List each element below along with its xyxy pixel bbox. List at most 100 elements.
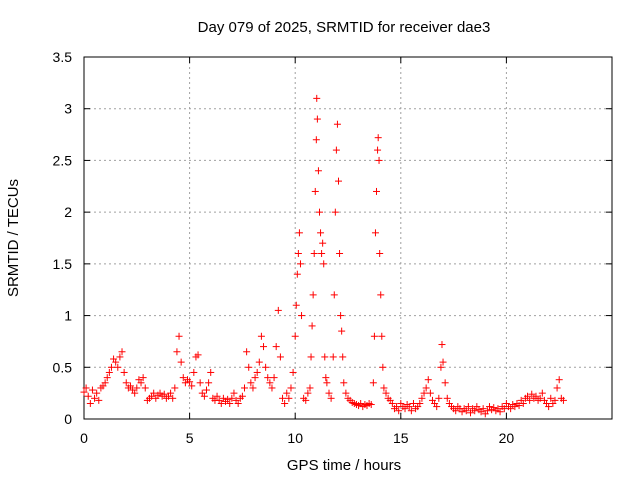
data-point <box>333 120 341 128</box>
data-point <box>551 396 559 404</box>
data-point <box>112 358 120 366</box>
data-point <box>296 260 304 268</box>
data-point <box>122 379 130 387</box>
data-point <box>309 291 317 299</box>
x-axis-label: GPS time / hours <box>287 457 401 474</box>
data-point <box>255 358 263 366</box>
data-point <box>150 389 158 397</box>
axis-ticks: 0 5 10 15 20 0 0.5 1 1.5 2 2.5 3 3.5 <box>53 49 612 446</box>
data-point <box>532 392 540 400</box>
y-axis-label: SRMTID / TECUs <box>5 179 22 297</box>
data-point <box>285 394 293 402</box>
data-point <box>238 392 246 400</box>
data-point <box>293 270 301 278</box>
data-point <box>188 382 196 390</box>
data-point <box>167 389 175 397</box>
x-tick-label: 15 <box>393 430 409 446</box>
data-point <box>264 374 272 382</box>
data-point <box>276 353 284 361</box>
data-point <box>95 396 103 404</box>
plot-frame <box>83 56 613 420</box>
data-point <box>545 403 553 411</box>
data-point <box>177 358 185 366</box>
data-point <box>190 368 198 376</box>
y-tick-label: 2.5 <box>53 152 73 168</box>
data-point <box>262 363 270 371</box>
data-point <box>105 368 113 376</box>
data-point <box>407 407 415 415</box>
data-point <box>175 332 183 340</box>
data-point <box>217 399 225 407</box>
data-point <box>93 389 101 397</box>
data-point <box>86 399 94 407</box>
data-point <box>260 343 268 351</box>
data-point <box>441 379 449 387</box>
data-point <box>196 379 204 387</box>
data-point <box>307 353 315 361</box>
data-point <box>202 386 210 394</box>
data-point <box>519 399 527 407</box>
data-point <box>340 379 348 387</box>
data-point <box>382 389 390 397</box>
data-point <box>270 374 278 382</box>
data-point <box>439 358 447 366</box>
data-point <box>173 348 181 356</box>
data-point <box>295 229 303 237</box>
data-point <box>319 239 327 247</box>
x-tick-label: 5 <box>186 430 194 446</box>
data-point <box>317 229 325 237</box>
data-point <box>314 167 322 175</box>
y-tick-label: 0.5 <box>53 359 73 375</box>
data-point <box>327 394 335 402</box>
data-point <box>313 115 321 123</box>
data-point <box>437 363 445 371</box>
data-point <box>401 405 409 413</box>
data-point <box>226 399 234 407</box>
data-point <box>322 374 330 382</box>
data-point <box>409 399 417 407</box>
data-point <box>279 394 287 402</box>
data-point <box>443 394 451 402</box>
data-point <box>205 379 213 387</box>
data-point <box>338 327 346 335</box>
data-point <box>312 136 320 144</box>
data-point <box>496 408 504 416</box>
data-point <box>200 392 208 400</box>
data-point <box>330 291 338 299</box>
data-point <box>378 332 386 340</box>
y-tick-label: 2 <box>64 204 72 220</box>
data-markers <box>80 94 567 418</box>
y-tick-label: 1 <box>64 308 72 324</box>
data-point <box>103 374 111 382</box>
data-point <box>302 396 310 404</box>
data-point <box>118 348 126 356</box>
data-point <box>424 376 432 384</box>
data-point <box>315 208 323 216</box>
data-point <box>318 250 326 258</box>
data-point <box>405 403 413 411</box>
data-point <box>266 379 274 387</box>
data-point <box>289 368 297 376</box>
data-point <box>438 341 446 349</box>
data-point <box>526 396 534 404</box>
data-point <box>82 384 90 392</box>
data-point <box>375 156 383 164</box>
data-point <box>101 379 109 387</box>
data-point <box>466 409 474 417</box>
data-point <box>308 322 316 330</box>
data-point <box>80 388 88 396</box>
data-point <box>377 291 385 299</box>
data-point <box>213 392 221 400</box>
data-point <box>253 368 261 376</box>
data-point <box>374 146 382 154</box>
data-point <box>179 374 187 382</box>
data-point <box>224 395 232 403</box>
data-point <box>268 384 276 392</box>
chart-title: Day 079 of 2025, SRMTID for receiver dae… <box>198 19 491 36</box>
data-point <box>376 250 384 258</box>
data-point <box>334 177 342 185</box>
data-point <box>294 250 302 258</box>
data-point <box>304 389 312 397</box>
data-point <box>422 384 430 392</box>
